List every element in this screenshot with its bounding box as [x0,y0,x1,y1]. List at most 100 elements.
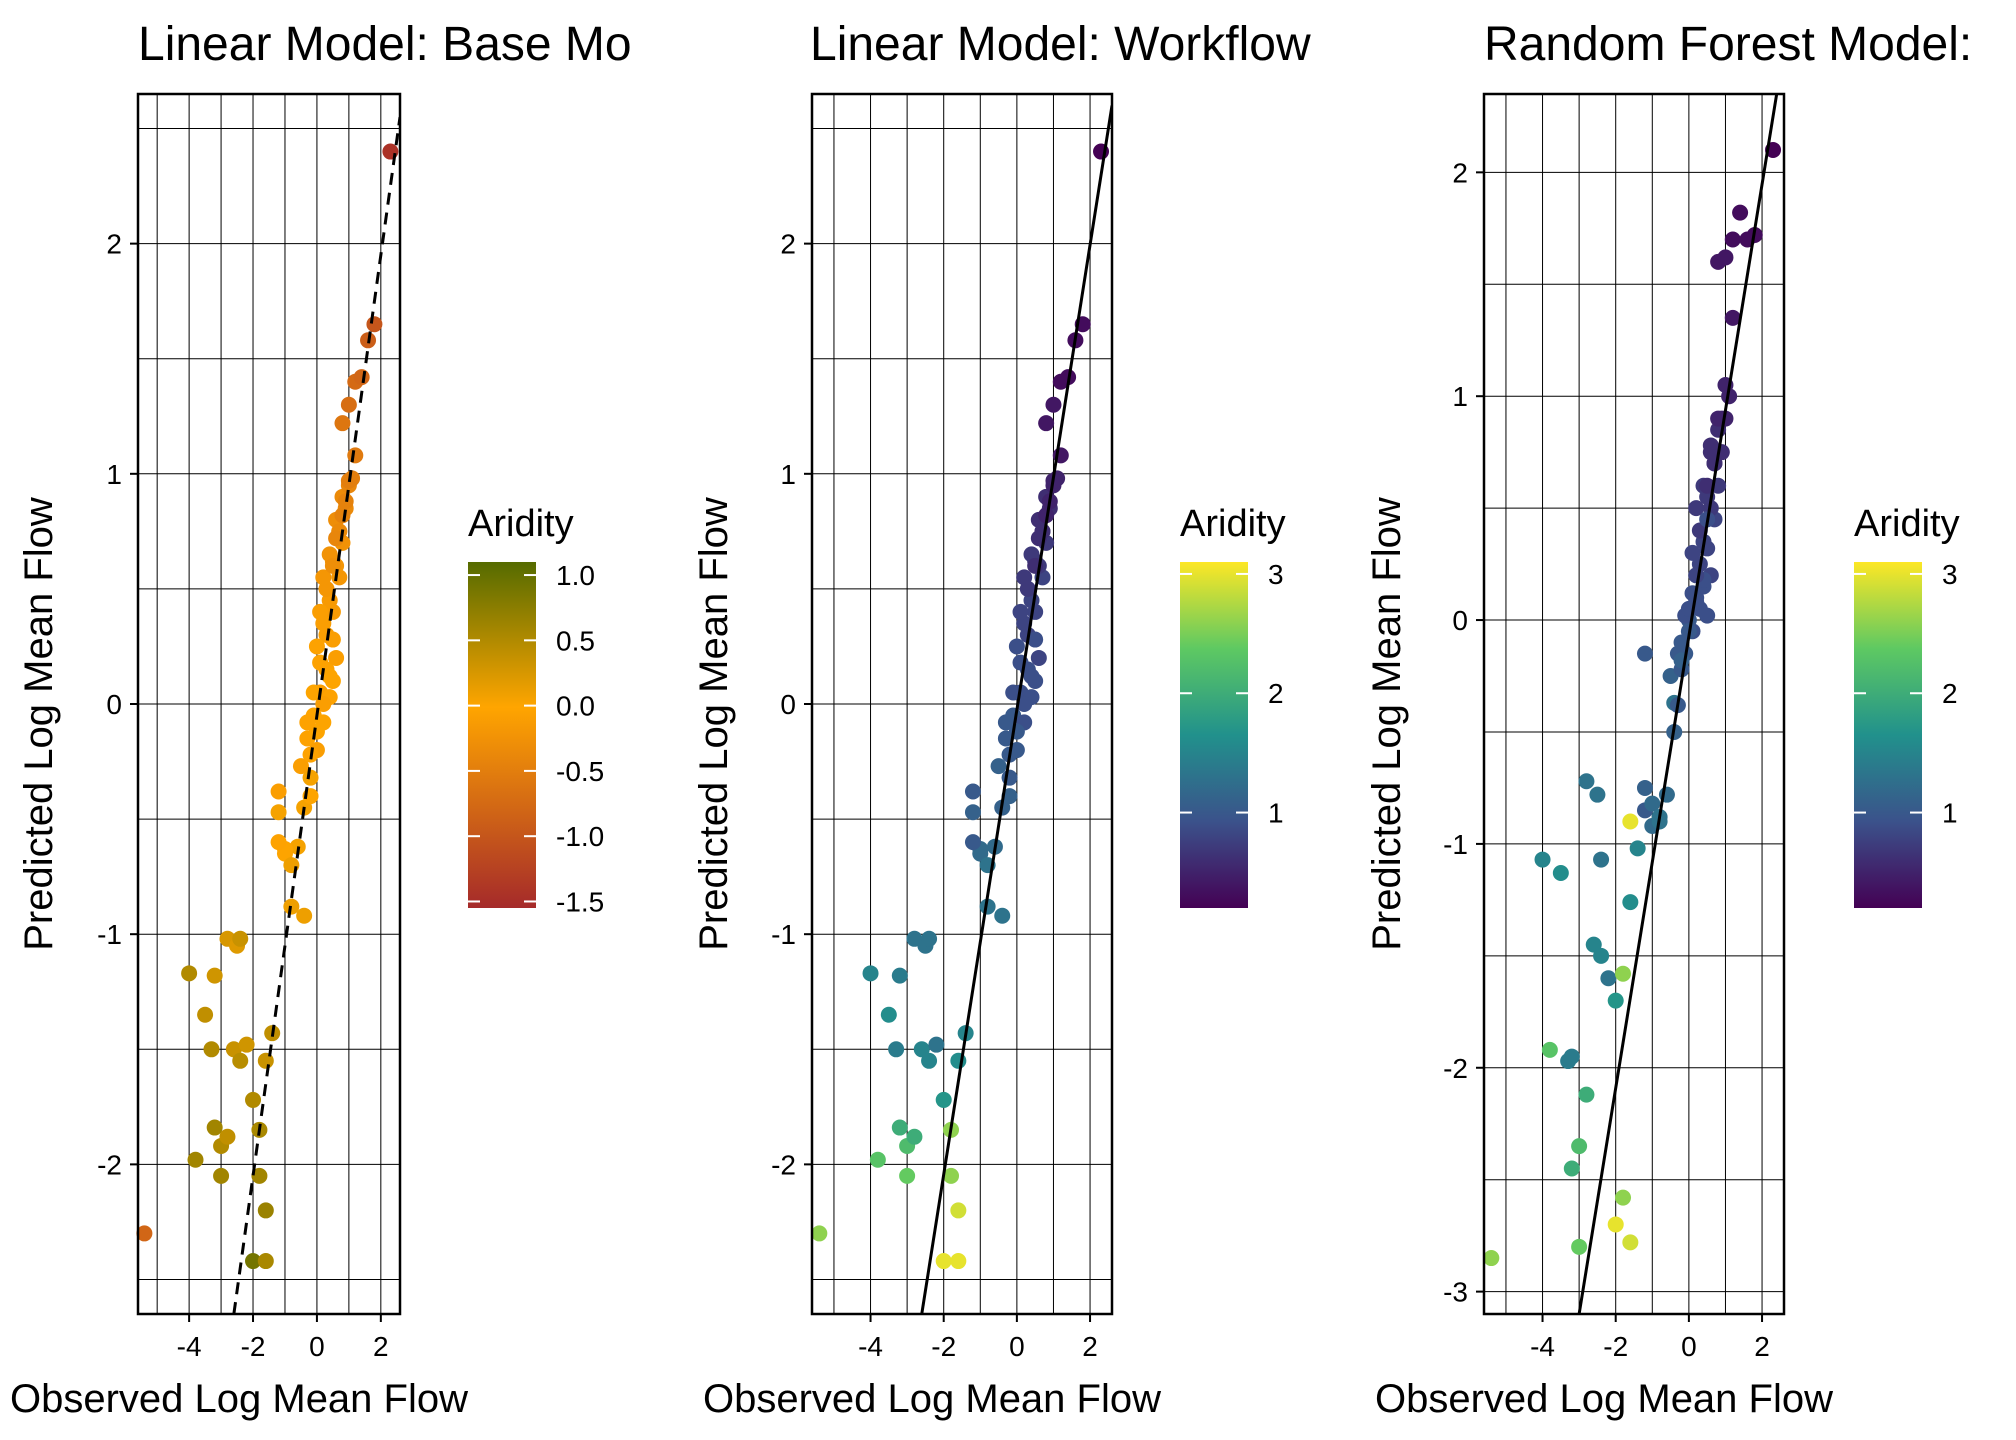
data-point [1593,947,1610,964]
data-point [1005,684,1022,701]
data-point [888,1041,905,1058]
data-point [1717,249,1734,266]
x-tick-label: 2 [1754,1331,1770,1362]
fit-line [920,105,1112,1314]
y-axis-label: Predicted Log Mean Flow [1365,497,1409,951]
x-tick-label: -4 [177,1331,202,1362]
data-point [869,1151,886,1168]
data-point [340,396,357,413]
legend-colorbar [1854,562,1922,908]
y-tick-label: 2 [780,229,796,260]
data-point [197,1006,214,1023]
legend-tick-label: 1 [1942,798,1958,829]
y-axis-label: Predicted Log Mean Flow [692,497,736,951]
data-point [899,1167,916,1184]
panel-random-forest: Random Forest Model: -4 -2 0 2 -3 -2 -1 0 1 2 Obser… [1365,18,1972,1421]
legend-tick-label: 0.5 [556,625,595,656]
y-tick-label: -2 [1443,1053,1468,1084]
data-point [245,1091,262,1108]
data-point [219,1128,236,1145]
data-point [308,638,325,655]
legend-tick-label: 2 [1268,678,1284,709]
legend-tick-label: 1 [1268,798,1284,829]
x-tick-label: -2 [931,1331,956,1362]
legend-colorbar [468,562,536,908]
data-point [270,804,287,821]
data-point [1571,1238,1588,1255]
legend-tick-label: 0.0 [556,691,595,722]
data-point [328,530,345,547]
data-point [1644,795,1661,812]
data-point [935,1091,952,1108]
data-point [950,1202,967,1219]
data-point [206,967,223,984]
data-point [1012,603,1029,620]
data-point [891,967,908,984]
legend-tick-label: 1.0 [556,560,595,591]
x-axis-label: Observed Log Mean Flow [1375,1377,1833,1421]
x-tick-label: 2 [373,1331,389,1362]
data-point [862,965,879,982]
data-point [382,143,399,160]
legend-title: Aridity [1854,503,1960,545]
legend-tick-label: -0.5 [556,756,604,787]
data-point [1578,773,1595,790]
legend-tick-label: 3 [1268,559,1284,590]
data-point [1688,500,1705,517]
data-points [136,143,399,1270]
chart-title: Linear Model: Workflow [810,18,1311,71]
y-tick-label: 0 [780,689,796,720]
data-point [1023,668,1040,685]
data-point [257,1253,274,1270]
data-point [1038,415,1055,432]
legend-title: Aridity [1180,503,1286,545]
data-point [270,834,287,851]
data-point [1615,965,1632,982]
data-point [1571,1138,1588,1155]
legend: Aridity 3 2 1 [1854,503,1960,908]
data-point [1607,992,1624,1009]
data-point [238,1036,255,1053]
data-point [1622,813,1639,830]
data-point [366,316,383,333]
x-tick-label: -2 [241,1331,266,1362]
x-tick-label: 2 [1082,1331,1098,1362]
data-point [1622,894,1639,911]
data-point [1688,567,1705,584]
data-point [921,930,938,947]
x-tick-label: -4 [858,1331,883,1362]
chart-title: Random Forest Model: [1484,18,1972,71]
data-point [990,758,1007,775]
data-point [950,1253,967,1270]
data-point [1045,396,1062,413]
data-point [1732,204,1749,221]
data-point [964,804,981,821]
y-tick-label: 1 [106,459,122,490]
data-point [312,603,329,620]
data-point [296,907,313,924]
data-point [964,834,981,851]
data-points [1483,141,1782,1267]
data-point [997,714,1014,731]
data-point [257,1202,274,1219]
data-point [181,965,198,982]
data-point [1593,851,1610,868]
data-point [1016,696,1033,712]
data-point [928,1036,945,1053]
data-point [353,369,370,386]
data-point [1534,851,1551,868]
grid [138,94,400,1314]
x-tick-label: 0 [1681,1331,1697,1362]
data-point [964,783,981,800]
fit-line [232,116,400,1314]
data-point [1724,231,1741,248]
y-tick-label: -1 [1443,829,1468,860]
x-tick-label: -2 [1603,1331,1628,1362]
data-point [1589,786,1606,803]
data-point [935,1253,952,1270]
data-point [1699,607,1716,624]
x-tick-label: 0 [1009,1331,1025,1362]
data-point [1030,649,1047,666]
data-point [245,1253,262,1270]
